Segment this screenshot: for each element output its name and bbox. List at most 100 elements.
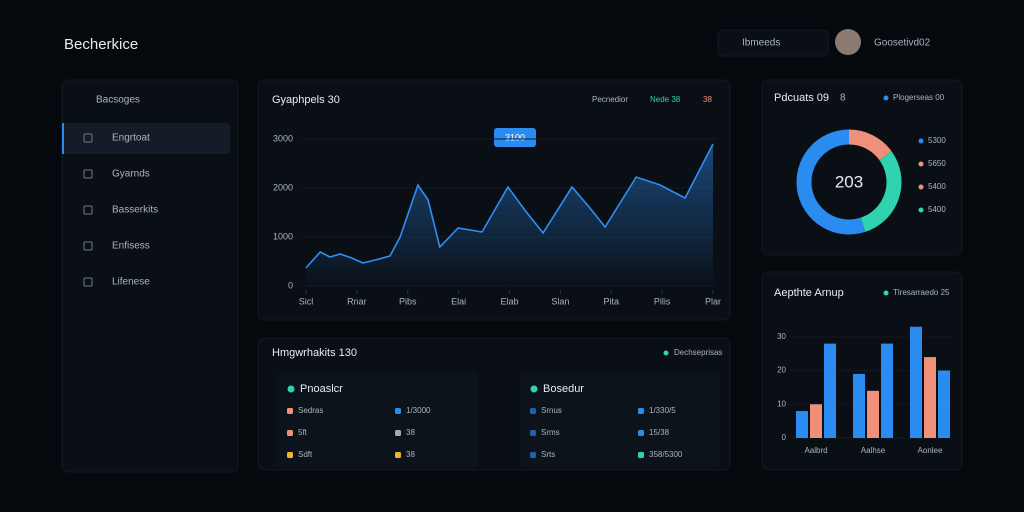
- donut-segment: [796, 129, 866, 235]
- row-dot: [638, 452, 644, 458]
- chart-title: Pdcuats 09: [774, 92, 829, 104]
- row-label: Srts: [541, 450, 555, 459]
- nav-item[interactable]: Enfisess: [112, 241, 150, 252]
- row-dot: [395, 408, 401, 414]
- y-tick-label: 30: [777, 332, 786, 341]
- nav-icon[interactable]: [83, 133, 93, 143]
- nav-item[interactable]: Engrtoat: [112, 133, 150, 144]
- chart-subtitle: 8: [840, 93, 846, 104]
- legend-item: 5400: [928, 182, 946, 191]
- tooltip-text: 3100: [505, 132, 525, 142]
- donut-center: 203: [835, 172, 863, 191]
- y-tick-label: 1000: [273, 231, 293, 241]
- avatar[interactable]: [835, 29, 861, 55]
- row-label: Sdft: [298, 450, 313, 459]
- row-dot: [638, 408, 644, 414]
- row-value: 15/38: [649, 428, 670, 437]
- card-dot: [287, 385, 295, 393]
- card-dot: [530, 385, 538, 393]
- x-tick-label: Aalbrd: [804, 446, 827, 455]
- sidebar: [61, 79, 239, 473]
- area: [306, 143, 713, 286]
- donut-segment: [848, 129, 892, 161]
- donut-segment: [860, 151, 902, 232]
- card-title: Bosedur: [543, 383, 584, 395]
- bar: [810, 404, 822, 438]
- nav-icon[interactable]: [83, 205, 93, 215]
- row-dot: [530, 408, 536, 414]
- row-label: Srms: [541, 428, 560, 437]
- panel-title: Hmgwrhakits 130: [272, 347, 357, 359]
- row-value: 358/5300: [649, 450, 683, 459]
- y-tick-label: 3000: [273, 133, 293, 143]
- bar: [824, 343, 836, 438]
- legend-item: 5400: [928, 205, 946, 214]
- x-tick-label: Aonlee: [918, 446, 943, 455]
- row-label: Sedras: [298, 406, 323, 415]
- panel-legend: Dechseprisas: [674, 348, 722, 357]
- search-box[interactable]: [717, 29, 829, 57]
- x-tick-label: Sicl: [299, 296, 314, 306]
- x-tick-label: Rnar: [347, 296, 367, 306]
- legend-dot: [918, 161, 924, 167]
- card: [276, 372, 478, 468]
- legend-item: Pecnedior: [592, 95, 628, 104]
- legend-dot: [883, 290, 889, 296]
- chart-title: Gyaphpels 30: [272, 94, 340, 106]
- bar: [881, 343, 893, 438]
- nav-item[interactable]: Basserkits: [112, 205, 158, 216]
- active-item-bg: [62, 123, 230, 154]
- user-name[interactable]: Goosetivd02: [874, 38, 931, 49]
- x-tick-label: Pilis: [654, 296, 671, 306]
- y-tick-label: 20: [777, 366, 786, 375]
- row-dot: [638, 430, 644, 436]
- bar: [853, 373, 865, 438]
- legend-item: 5650: [928, 159, 946, 168]
- row-value: 38: [406, 450, 415, 459]
- x-tick-label: Aalhse: [861, 446, 886, 455]
- card: [520, 372, 720, 468]
- bar: [924, 357, 936, 438]
- y-tick-label: 2000: [273, 182, 293, 192]
- row-value: 38: [406, 428, 415, 437]
- legend-item: Nede 38: [650, 95, 681, 104]
- bar: [938, 370, 950, 438]
- nav-icon[interactable]: [83, 169, 93, 179]
- chart-title: Aepthte Arnup: [774, 287, 844, 299]
- x-tick-label: Elai: [451, 296, 466, 306]
- row-value: 1/3000: [406, 406, 431, 415]
- legend-item: 38: [703, 95, 712, 104]
- x-tick-label: Pibs: [399, 296, 417, 306]
- row-dot: [395, 430, 401, 436]
- legend-dot: [918, 184, 924, 190]
- legend-item: 5300: [928, 136, 946, 145]
- nav-item[interactable]: Lifenese: [112, 277, 150, 288]
- brand: Becherkice: [64, 36, 138, 53]
- card-title: Pnoaslcr: [300, 383, 343, 395]
- search-text[interactable]: Ibmeeds: [742, 38, 780, 49]
- line: [305, 143, 714, 269]
- row-label: Srnus: [541, 406, 562, 415]
- x-tick-label: Slan: [551, 296, 569, 306]
- x-tick-label: Plar: [705, 296, 721, 306]
- bar: [867, 390, 879, 438]
- nav-icon[interactable]: [83, 241, 93, 251]
- active-indicator: [62, 123, 64, 154]
- row-dot: [287, 408, 293, 414]
- bar: [796, 411, 808, 438]
- row-dot: [287, 452, 293, 458]
- bar: [910, 326, 922, 438]
- nav-icon[interactable]: [83, 277, 93, 287]
- legend-dot: [918, 138, 924, 144]
- legend-title: Plogerseas 00: [893, 93, 945, 102]
- legend-item: Tlresarraedo 25: [893, 288, 950, 297]
- nav-item[interactable]: Gyarnds: [112, 169, 150, 180]
- legend-dot: [918, 207, 924, 213]
- row-dot: [287, 430, 293, 436]
- row-value: 1/330/5: [649, 406, 676, 415]
- x-tick-label: Elab: [500, 296, 518, 306]
- row-dot: [395, 452, 401, 458]
- tooltip: [494, 128, 536, 147]
- row-dot: [530, 430, 536, 436]
